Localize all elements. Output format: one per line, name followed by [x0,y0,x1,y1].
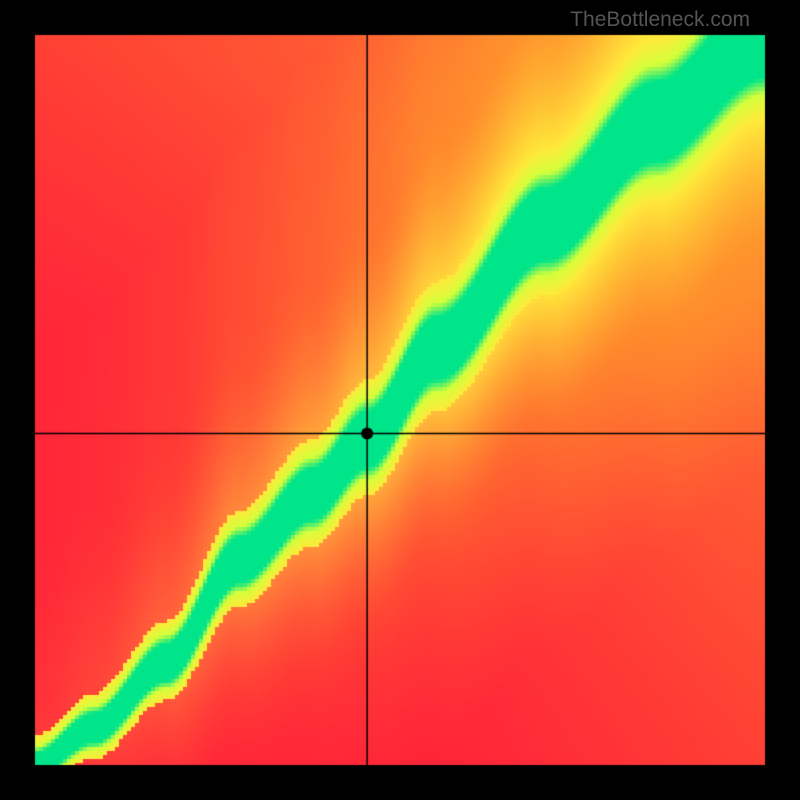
watermark-text: TheBottleneck.com [570,8,750,32]
chart-container: TheBottleneck.com [0,0,800,800]
bottleneck-heatmap [0,0,800,800]
